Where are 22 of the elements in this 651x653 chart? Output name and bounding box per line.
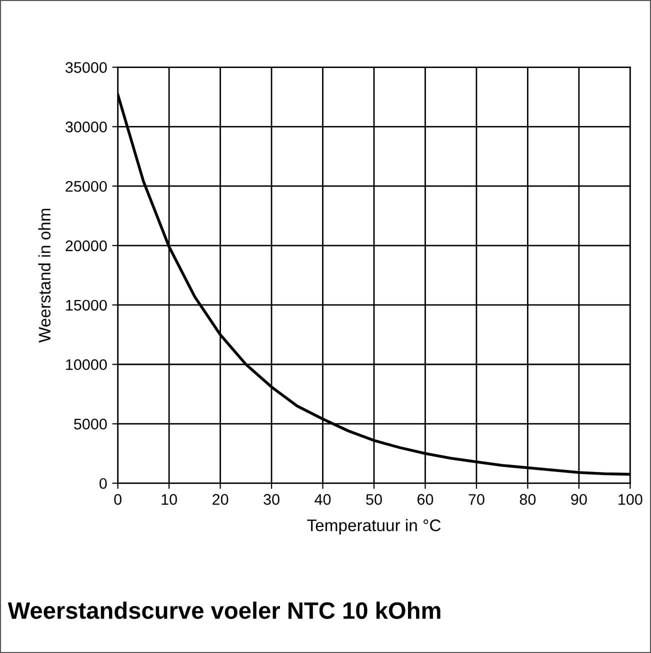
y-tick-label: 25000 (66, 180, 107, 192)
x-tick-label: 70 (468, 494, 484, 505)
x-tick-label: 80 (520, 494, 536, 505)
x-tick-label: 90 (571, 494, 587, 505)
x-tick-label: 100 (618, 494, 642, 505)
y-tick-label: 5000 (74, 418, 107, 430)
x-tick-label: 30 (264, 494, 280, 505)
text: Weerstandscurve voeler NTC 10 kOhm (8, 602, 440, 619)
y-tick-label: 35000 (66, 62, 107, 73)
x-tick-label: 20 (212, 494, 228, 505)
y-axis-title: Weerstand in ohm (38, 208, 51, 343)
y-tick-label: 10000 (66, 359, 107, 370)
x-axis-title: Temperatuur in °C (307, 518, 441, 535)
x-tick-label: 0 (114, 494, 122, 505)
x-tick-label: 50 (366, 494, 382, 505)
x-tick-label: 10 (162, 494, 177, 505)
x-tick-label: 60 (418, 494, 434, 505)
x-tick-label: 40 (314, 494, 331, 505)
y-tick-label: 0 (100, 478, 107, 489)
y-tick-label: 15000 (66, 300, 107, 311)
y-tick-label: 20000 (66, 240, 107, 252)
y-tick-label: 30000 (66, 122, 107, 132)
